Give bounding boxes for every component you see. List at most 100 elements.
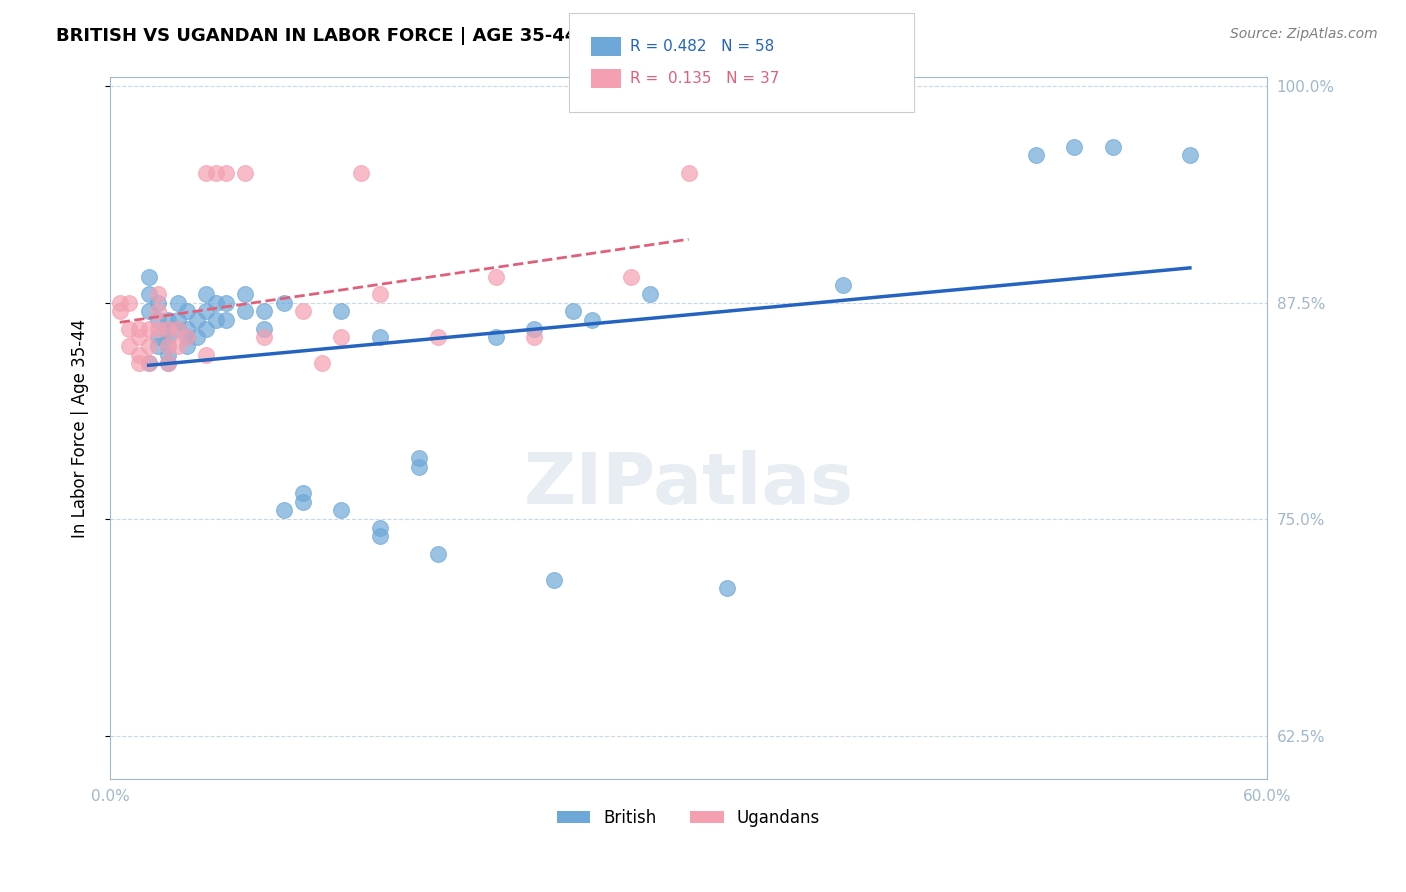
Point — [205, 313, 228, 327]
Point — [368, 521, 391, 535]
Point — [330, 330, 353, 344]
Point — [156, 339, 179, 353]
Point — [233, 166, 256, 180]
Point — [831, 278, 853, 293]
Point — [581, 313, 603, 327]
Point — [215, 166, 238, 180]
Point — [138, 339, 160, 353]
Point — [368, 330, 391, 344]
Point — [215, 313, 238, 327]
Point — [426, 547, 449, 561]
Point — [186, 313, 208, 327]
Point — [523, 321, 546, 335]
Point — [108, 295, 131, 310]
Point — [186, 330, 208, 344]
Point — [253, 321, 276, 335]
Point — [138, 304, 160, 318]
Point — [176, 304, 198, 318]
Point — [195, 287, 218, 301]
Text: BRITISH VS UGANDAN IN LABOR FORCE | AGE 35-44 CORRELATION CHART: BRITISH VS UGANDAN IN LABOR FORCE | AGE … — [56, 27, 799, 45]
Point — [330, 503, 353, 517]
Point — [148, 321, 170, 335]
Point — [156, 321, 179, 335]
Point — [311, 356, 333, 370]
Point — [118, 321, 141, 335]
Point — [291, 486, 314, 500]
Point — [205, 166, 228, 180]
Point — [108, 304, 131, 318]
Point — [273, 295, 295, 310]
Point — [166, 321, 188, 335]
Point — [118, 295, 141, 310]
Point — [176, 339, 198, 353]
Point — [156, 313, 179, 327]
Point — [138, 287, 160, 301]
Point — [138, 356, 160, 370]
Text: ZIPatlas: ZIPatlas — [523, 450, 853, 519]
Point — [485, 330, 508, 344]
Point — [156, 321, 179, 335]
Point — [233, 304, 256, 318]
Y-axis label: In Labor Force | Age 35-44: In Labor Force | Age 35-44 — [72, 318, 89, 538]
Point — [638, 287, 661, 301]
Point — [148, 330, 170, 344]
Point — [176, 330, 198, 344]
Point — [1025, 148, 1047, 162]
Point — [166, 339, 188, 353]
Point — [291, 495, 314, 509]
Point — [620, 269, 643, 284]
Point — [426, 330, 449, 344]
Point — [156, 347, 179, 361]
Text: R =  0.135   N = 37: R = 0.135 N = 37 — [630, 71, 779, 86]
Point — [215, 295, 238, 310]
Point — [195, 166, 218, 180]
Point — [716, 582, 738, 596]
Point — [291, 304, 314, 318]
Point — [350, 166, 373, 180]
Point — [678, 166, 700, 180]
Point — [1178, 148, 1201, 162]
Point — [148, 304, 170, 318]
Point — [138, 269, 160, 284]
Legend: British, Ugandans: British, Ugandans — [550, 803, 827, 834]
Point — [273, 503, 295, 517]
Point — [543, 573, 565, 587]
Point — [166, 321, 188, 335]
Point — [1101, 139, 1123, 153]
Point — [485, 269, 508, 284]
Point — [148, 287, 170, 301]
Point — [148, 295, 170, 310]
Point — [195, 304, 218, 318]
Point — [1063, 139, 1085, 153]
Point — [138, 321, 160, 335]
Point — [148, 339, 170, 353]
Point — [138, 356, 160, 370]
Text: Source: ZipAtlas.com: Source: ZipAtlas.com — [1230, 27, 1378, 41]
Point — [176, 330, 198, 344]
Point — [195, 321, 218, 335]
Text: R = 0.482   N = 58: R = 0.482 N = 58 — [630, 39, 775, 54]
Point — [368, 287, 391, 301]
Point — [330, 304, 353, 318]
Point — [166, 295, 188, 310]
Point — [523, 330, 546, 344]
Point — [176, 321, 198, 335]
Point — [148, 313, 170, 327]
Point — [128, 347, 150, 361]
Point — [128, 321, 150, 335]
Point — [156, 356, 179, 370]
Point — [253, 330, 276, 344]
Point — [408, 451, 430, 466]
Point — [368, 529, 391, 543]
Point — [233, 287, 256, 301]
Point — [166, 313, 188, 327]
Point — [561, 304, 583, 318]
Point — [118, 339, 141, 353]
Point — [156, 339, 179, 353]
Point — [253, 304, 276, 318]
Point — [156, 356, 179, 370]
Point — [128, 330, 150, 344]
Point — [195, 347, 218, 361]
Point — [408, 460, 430, 475]
Point — [205, 295, 228, 310]
